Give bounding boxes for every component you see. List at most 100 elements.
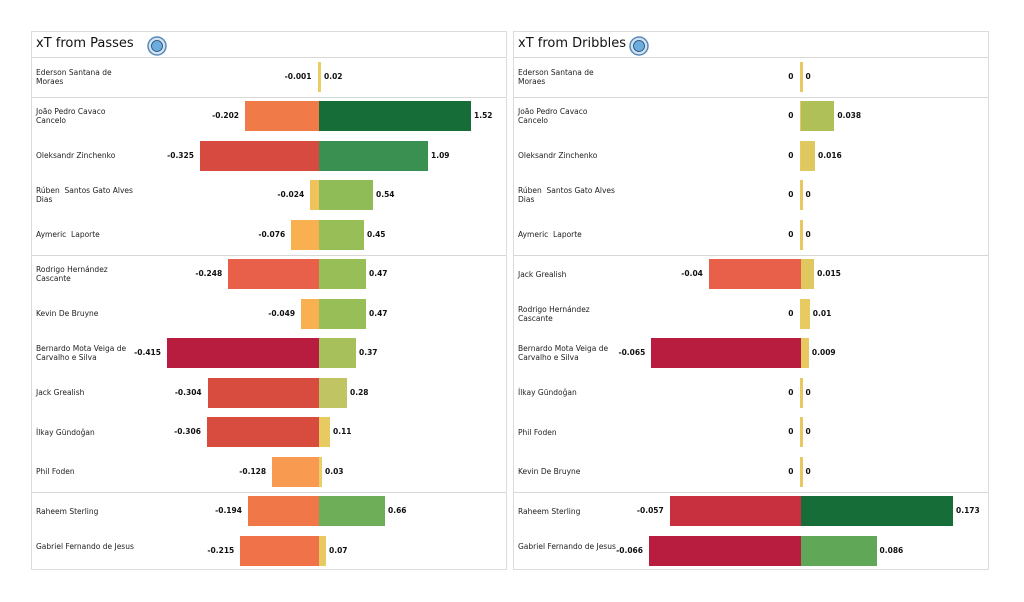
value-label: -0.325 bbox=[167, 150, 194, 160]
separator bbox=[514, 491, 988, 493]
player-name: Rúben Santos Gato Alves Dias bbox=[518, 186, 618, 205]
value-label: 0.009 bbox=[811, 348, 836, 358]
logo-icon bbox=[629, 36, 649, 56]
bar bbox=[319, 140, 428, 171]
bar bbox=[801, 338, 809, 369]
bar bbox=[319, 180, 373, 211]
value-label: 0.086 bbox=[879, 545, 904, 555]
bar bbox=[206, 417, 319, 448]
separator bbox=[32, 96, 506, 98]
player-name: İlkay Gündoğan bbox=[36, 427, 95, 437]
value-label: -0.001 bbox=[284, 71, 312, 81]
value-label: -0.415 bbox=[134, 348, 161, 358]
bar bbox=[669, 496, 801, 527]
value-label: 0 bbox=[805, 71, 811, 81]
player-name: Phil Foden bbox=[518, 427, 557, 437]
player-name: Oleksandr Zinchenko bbox=[36, 151, 116, 161]
bar bbox=[799, 298, 801, 329]
value-label: -0.065 bbox=[618, 348, 646, 358]
separator bbox=[32, 491, 506, 493]
value-label: 0.45 bbox=[367, 229, 386, 239]
value-label: 0.54 bbox=[376, 190, 395, 200]
value-label: 0.47 bbox=[369, 308, 388, 318]
player-name: Jack Grealish bbox=[36, 388, 85, 398]
player-name: Rodrigo Hernández Cascante bbox=[518, 304, 593, 323]
bar bbox=[799, 140, 801, 171]
bar bbox=[801, 417, 803, 448]
value-label: -0.304 bbox=[174, 387, 202, 397]
value-label: 0.07 bbox=[329, 545, 348, 555]
bar bbox=[199, 140, 319, 171]
bar bbox=[319, 535, 326, 566]
bar bbox=[319, 338, 356, 369]
value-label: -0.076 bbox=[258, 229, 286, 239]
value-label: 1.09 bbox=[431, 150, 450, 160]
bar bbox=[291, 219, 319, 250]
value-label: 0 bbox=[788, 387, 794, 397]
player-name: Kevin De Bruyne bbox=[36, 309, 99, 319]
value-label: 0 bbox=[788, 190, 794, 200]
club-logo bbox=[629, 36, 649, 56]
value-label: 0.015 bbox=[817, 269, 841, 279]
separator bbox=[514, 57, 988, 58]
bar bbox=[319, 377, 347, 408]
player-name: Bernardo Mota Veiga de Carvalho e Silva bbox=[518, 344, 611, 363]
player-name: Oleksandr Zinchenko bbox=[518, 151, 598, 161]
value-label: 0 bbox=[788, 308, 794, 318]
value-label: 0 bbox=[788, 229, 794, 239]
bar bbox=[801, 180, 803, 211]
player-name: Rodrigo Hernández Cascante bbox=[36, 265, 111, 284]
value-label: 0 bbox=[788, 427, 794, 437]
value-label: 0.173 bbox=[956, 506, 980, 516]
value-label: -0.049 bbox=[268, 308, 296, 318]
player-name: Aymeric Laporte bbox=[36, 230, 100, 240]
player-name: Rúben Santos Gato Alves Dias bbox=[36, 186, 136, 205]
value-label: 0 bbox=[805, 229, 811, 239]
value-label: 0 bbox=[805, 190, 811, 200]
player-name: Jack Grealish bbox=[518, 269, 567, 279]
player-name: İlkay Gündoğan bbox=[518, 388, 577, 398]
value-label: 0.11 bbox=[333, 427, 352, 437]
bar bbox=[708, 259, 801, 290]
player-name: Raheem Sterling bbox=[518, 506, 581, 516]
bar bbox=[799, 456, 801, 487]
value-label: 1.52 bbox=[474, 111, 493, 121]
value-label: 0.66 bbox=[388, 506, 407, 516]
separator bbox=[514, 96, 988, 98]
bar bbox=[319, 496, 385, 527]
separator bbox=[32, 254, 506, 256]
bar bbox=[649, 535, 801, 566]
bar bbox=[799, 377, 801, 408]
bar bbox=[245, 101, 319, 132]
bar bbox=[801, 219, 803, 250]
bar bbox=[272, 456, 319, 487]
value-label: 0.47 bbox=[369, 269, 388, 279]
value-label: 0.03 bbox=[325, 466, 344, 476]
bar bbox=[319, 417, 330, 448]
value-label: -0.066 bbox=[616, 545, 643, 555]
value-label: -0.306 bbox=[174, 427, 201, 437]
value-label: 0 bbox=[805, 387, 811, 397]
value-label: 0 bbox=[805, 466, 811, 476]
player-name: Raheem Sterling bbox=[36, 506, 99, 516]
value-label: 0 bbox=[788, 71, 794, 81]
value-label: 0.28 bbox=[350, 387, 369, 397]
bar bbox=[801, 259, 815, 290]
value-label: 0.01 bbox=[812, 308, 832, 318]
player-name: Ederson Santana de Moraes bbox=[36, 67, 114, 86]
value-label: 0 bbox=[805, 427, 811, 437]
bar bbox=[801, 377, 803, 408]
value-label: -0.215 bbox=[207, 545, 235, 555]
value-label: 0 bbox=[788, 466, 794, 476]
panel-title: xT from Passes bbox=[36, 36, 134, 51]
bar bbox=[801, 535, 877, 566]
value-label: 0.37 bbox=[359, 348, 378, 358]
value-label: 0.016 bbox=[818, 150, 842, 160]
player-name: Gabriel Fernando de Jesus bbox=[518, 541, 616, 551]
logo-icon bbox=[147, 36, 167, 56]
club-logo bbox=[147, 36, 167, 56]
panel: xT from Passes Ederson Santana de Moraes -… bbox=[31, 31, 507, 570]
bar bbox=[799, 180, 801, 211]
bar bbox=[801, 140, 816, 171]
